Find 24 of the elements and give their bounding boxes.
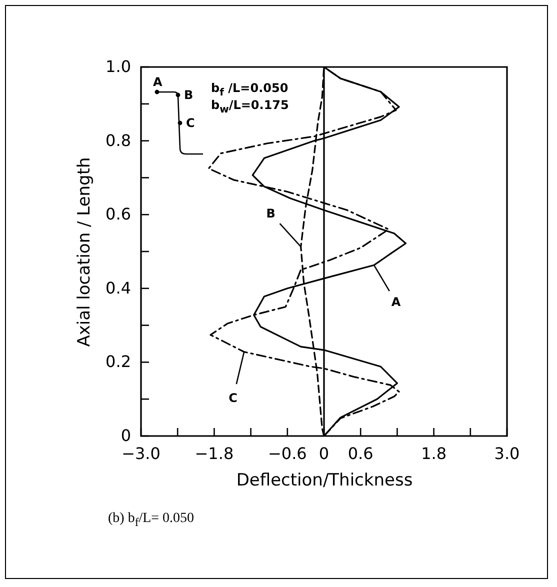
y-tick-label: 1.0 (106, 57, 131, 76)
y-axis-title: Axial location / Length (74, 157, 94, 347)
annotation: b$_{w}$/L=0.175 (211, 98, 289, 116)
x-tick-label: 0.6 (348, 444, 374, 463)
x-tick-label: 0 (318, 444, 330, 463)
y-tick-label: 0.4 (106, 278, 131, 298)
y-tick-label: 0.6 (106, 204, 131, 224)
annotation: A (153, 75, 162, 89)
annotation: A (391, 295, 402, 310)
annotation: B (184, 88, 194, 102)
x-axis-title: Deflection/Thickness (236, 470, 413, 490)
annotation: C (186, 116, 195, 130)
annotation: B (266, 206, 276, 221)
x-tick-label: −3.0 (122, 444, 160, 463)
y-tick-label: 0.2 (106, 352, 131, 372)
x-tick-label: 1.8 (421, 444, 447, 463)
y-tick-label: 0.8 (106, 130, 131, 150)
text: (b) b$_{f}$/L= 0.050 (108, 511, 194, 529)
y-tick-label: 0 (120, 426, 131, 445)
x-tick-label: −1.8 (194, 444, 234, 463)
annotation: C (228, 390, 238, 405)
x-tick-label: −0.6 (268, 444, 307, 463)
annotation: b$_{f}$ /L=0.050 (211, 81, 288, 98)
x-tick-label: 3.0 (494, 444, 520, 463)
